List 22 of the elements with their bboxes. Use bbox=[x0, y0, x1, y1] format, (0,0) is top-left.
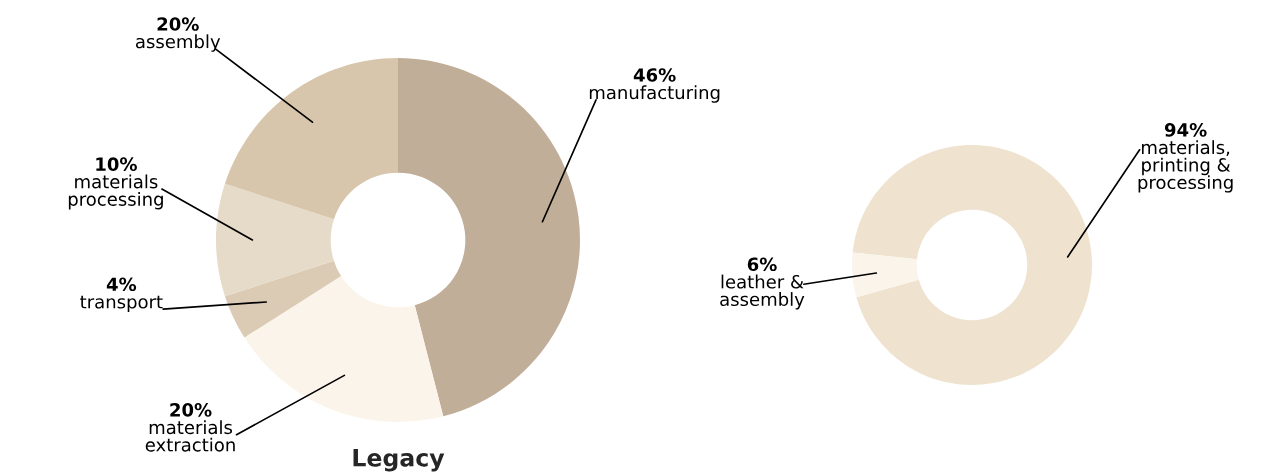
data-label: 20% bbox=[157, 17, 199, 31]
slice-label: materials processing bbox=[68, 174, 163, 210]
donut-slice bbox=[398, 58, 580, 417]
data-label: 6% bbox=[747, 257, 777, 272]
data-label: 4% bbox=[106, 277, 137, 292]
slice-label: materials extraction bbox=[145, 420, 235, 452]
slice-label: transport bbox=[80, 295, 163, 313]
slice-label: materials, printing & processing bbox=[1138, 140, 1233, 193]
data-label: 20% bbox=[170, 403, 212, 417]
donut-slice bbox=[224, 260, 342, 338]
slice-label: manufacturing bbox=[589, 85, 720, 103]
slice-label: leather & assembly bbox=[720, 274, 805, 310]
text: Legacy bbox=[353, 449, 445, 472]
donut-slice bbox=[244, 276, 444, 422]
donut-slice bbox=[852, 145, 1092, 385]
data-label: 46% bbox=[633, 68, 676, 82]
data-label: 94% bbox=[1164, 123, 1207, 137]
donut-slice bbox=[224, 58, 398, 220]
donut-slice bbox=[852, 252, 919, 298]
slice-label: assembly bbox=[135, 34, 221, 52]
data-label: 10% bbox=[96, 157, 137, 171]
donut-slice bbox=[216, 183, 334, 297]
